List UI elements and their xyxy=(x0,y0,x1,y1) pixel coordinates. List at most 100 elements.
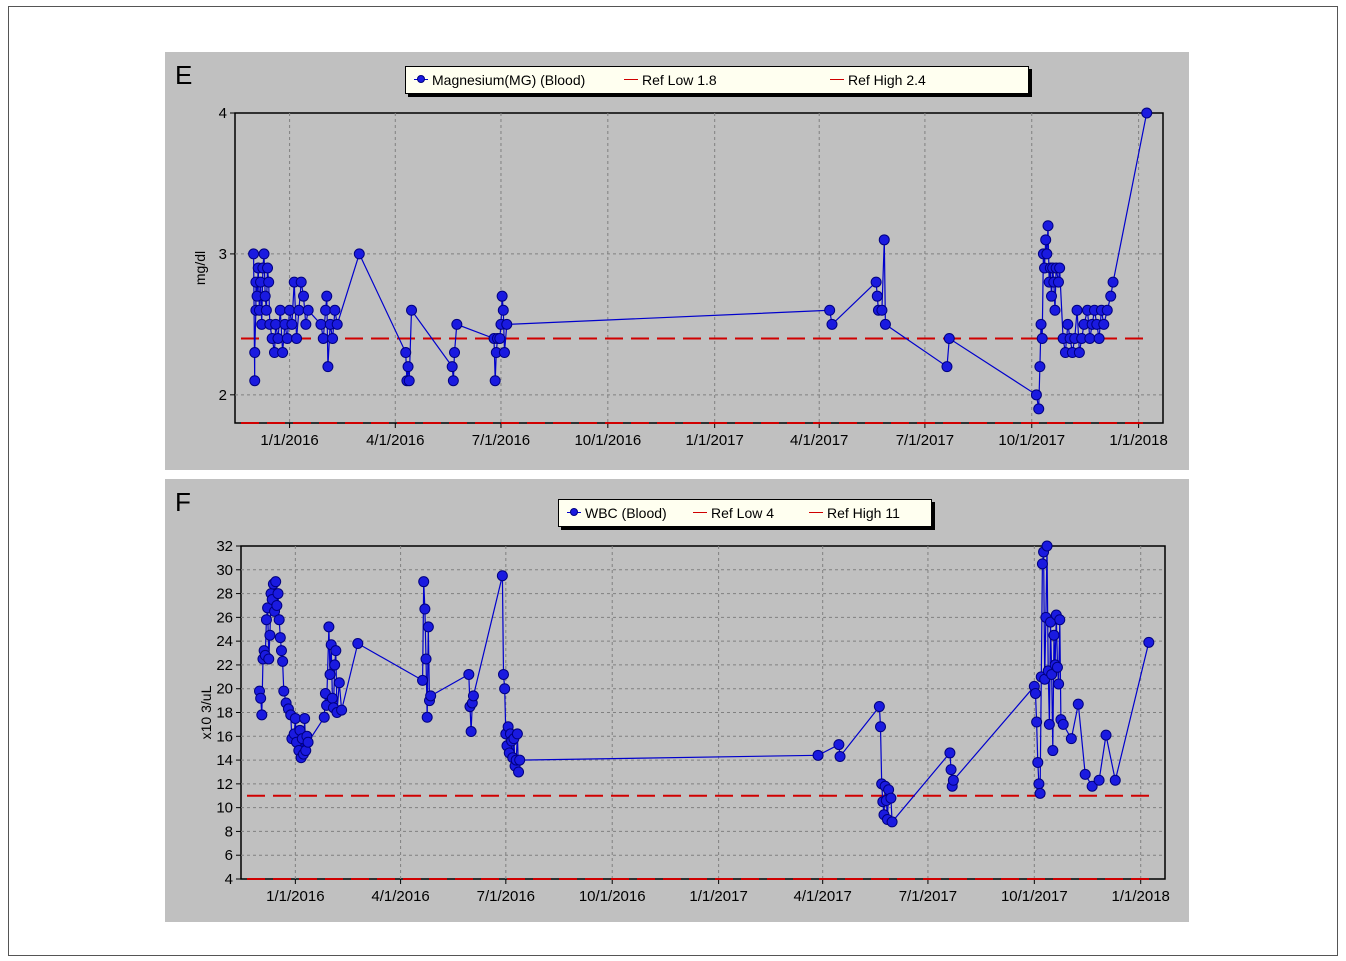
data-point xyxy=(463,668,475,680)
data-point xyxy=(317,332,329,344)
data-point xyxy=(1084,332,1096,344)
data-point xyxy=(812,749,824,761)
y-axis-label: x10 3/uL xyxy=(198,685,214,739)
y-tick-label: 28 xyxy=(216,586,233,603)
legend-item-series: Magnesium(MG) (Blood) xyxy=(414,72,610,88)
legend-item-series: WBC (Blood) xyxy=(567,505,679,521)
y-tick-label: 20 xyxy=(216,681,233,698)
plot-area xyxy=(234,112,1164,424)
y-tick-label: 4 xyxy=(225,871,233,888)
data-point xyxy=(879,318,891,330)
data-point xyxy=(465,726,477,738)
data-point xyxy=(1107,276,1119,288)
data-point xyxy=(1043,718,1055,730)
data-point xyxy=(1053,678,1065,690)
data-point xyxy=(302,304,314,316)
data-point xyxy=(277,655,289,667)
data-point xyxy=(284,304,296,316)
data-point xyxy=(1036,558,1048,570)
y-tick-label: 4 xyxy=(219,105,227,122)
data-point xyxy=(293,304,305,316)
data-point xyxy=(824,304,836,316)
data-point xyxy=(1093,774,1105,786)
data-point xyxy=(272,588,284,600)
data-point xyxy=(1054,262,1066,274)
data-point xyxy=(295,276,307,288)
data-point xyxy=(329,304,341,316)
y-tick-label: 10 xyxy=(216,800,233,817)
x-tick-label: 10/1/2017 xyxy=(1001,888,1068,905)
data-point xyxy=(329,659,341,671)
x-tick-label: 7/1/2017 xyxy=(899,888,957,905)
data-point xyxy=(321,290,333,302)
data-point xyxy=(400,347,412,359)
data-point xyxy=(1031,716,1043,728)
data-point xyxy=(496,290,508,302)
data-point xyxy=(886,816,898,828)
data-point xyxy=(336,704,348,716)
data-point xyxy=(943,332,955,344)
x-tick-label: 7/1/2016 xyxy=(472,432,530,449)
data-point xyxy=(944,747,956,759)
data-point xyxy=(826,318,838,330)
data-point xyxy=(1029,687,1041,699)
data-point xyxy=(1143,636,1155,648)
data-point xyxy=(259,290,271,302)
data-point xyxy=(263,276,275,288)
data-point xyxy=(1049,304,1061,316)
data-point xyxy=(323,621,335,633)
x-tick-label: 7/1/2017 xyxy=(896,432,954,449)
chart-panel-f: F WBC (Blood) Ref Low 4 Ref High 11 1/1/… xyxy=(165,479,1189,922)
data-point xyxy=(1071,304,1083,316)
data-point xyxy=(330,645,342,657)
ref-line-icon xyxy=(624,74,638,86)
data-point xyxy=(1030,389,1042,401)
data-point xyxy=(885,792,897,804)
data-point xyxy=(1034,787,1046,799)
data-point xyxy=(497,304,509,316)
data-point xyxy=(1032,756,1044,768)
data-point xyxy=(406,304,418,316)
data-point xyxy=(496,570,508,582)
data-point xyxy=(446,361,458,373)
data-point xyxy=(467,690,479,702)
x-tick-label: 4/1/2016 xyxy=(371,888,429,905)
data-point xyxy=(299,712,311,724)
data-point xyxy=(260,304,272,316)
data-point xyxy=(302,736,314,748)
x-tick-label: 1/1/2016 xyxy=(266,888,324,905)
x-tick-label: 4/1/2017 xyxy=(790,432,848,449)
y-tick-label: 32 xyxy=(216,538,233,555)
data-point xyxy=(1040,234,1052,246)
series-marker-icon xyxy=(414,74,428,86)
data-point xyxy=(274,304,286,316)
y-tick-label: 24 xyxy=(216,633,233,650)
y-tick-label: 8 xyxy=(225,823,233,840)
data-point xyxy=(271,599,283,611)
ref-line-icon xyxy=(830,74,844,86)
data-point xyxy=(947,774,959,786)
legend-ref-low-label: Ref Low 4 xyxy=(711,505,775,521)
data-point xyxy=(286,318,298,330)
data-point xyxy=(1046,668,1058,680)
data-point xyxy=(449,347,461,359)
data-point xyxy=(1036,332,1048,344)
y-tick-label: 26 xyxy=(216,609,233,626)
data-point xyxy=(281,332,293,344)
data-point xyxy=(260,614,272,626)
series-marker-icon xyxy=(567,507,581,519)
x-tick-label: 1/1/2018 xyxy=(1109,432,1167,449)
data-point xyxy=(870,276,882,288)
data-point xyxy=(494,332,506,344)
data-point xyxy=(489,375,501,387)
data-point xyxy=(274,632,286,644)
data-point xyxy=(1079,768,1091,780)
data-point xyxy=(403,375,415,387)
data-point xyxy=(875,721,887,733)
y-tick-label: 3 xyxy=(219,246,227,263)
data-point xyxy=(327,332,339,344)
x-tick-label: 7/1/2016 xyxy=(477,888,535,905)
data-point xyxy=(1062,318,1074,330)
data-point xyxy=(278,685,290,697)
data-point xyxy=(249,347,261,359)
